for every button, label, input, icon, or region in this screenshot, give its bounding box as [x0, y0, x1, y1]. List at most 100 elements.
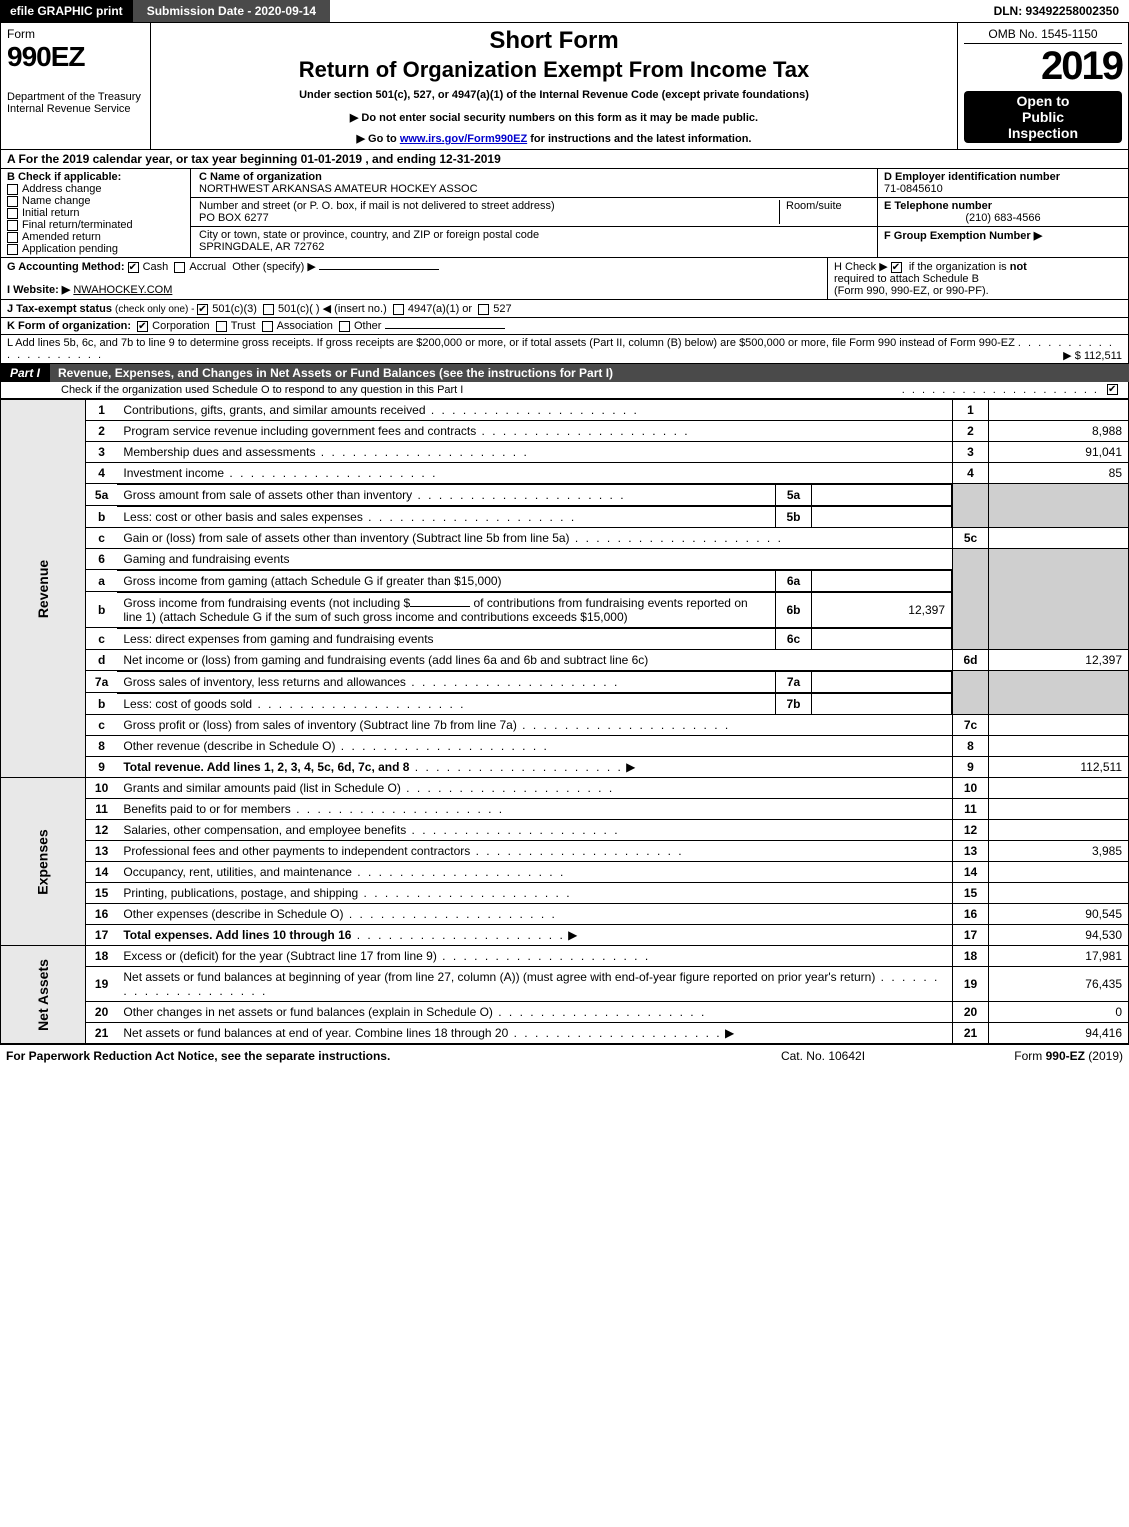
l18-r: 18	[953, 946, 989, 967]
chk-trust[interactable]	[216, 321, 227, 332]
main-table: Revenue 1 Contributions, gifts, grants, …	[0, 399, 1129, 1044]
chk-527[interactable]	[478, 304, 489, 315]
l14-n: 14	[85, 862, 117, 883]
dots-icon	[476, 424, 689, 438]
l7b-sv	[812, 694, 952, 715]
dots-icon	[252, 697, 465, 711]
l6d-r: 6d	[953, 650, 989, 671]
line-5a: 5a Gross amount from sale of assets othe…	[1, 484, 1129, 506]
chk-4947[interactable]	[393, 304, 404, 315]
chk-schedule-o[interactable]	[1107, 384, 1118, 395]
l11-n: 11	[85, 799, 117, 820]
line-12: 12 Salaries, other compensation, and emp…	[1, 820, 1129, 841]
box-b: B Check if applicable: Address change Na…	[1, 169, 191, 257]
dots-icon	[437, 949, 650, 963]
l21-v: 94,416	[989, 1023, 1129, 1044]
l13-t: Professional fees and other payments to …	[117, 841, 952, 862]
l7c-r: 7c	[953, 715, 989, 736]
spacer	[330, 0, 983, 22]
chk-pending[interactable]: Application pending	[7, 243, 184, 255]
chk-amended[interactable]: Amended return	[7, 231, 184, 243]
dots-icon	[363, 510, 576, 524]
open-l3: Inspection	[968, 125, 1118, 141]
l5a-n: 5a	[85, 484, 117, 506]
chk-accrual[interactable]	[174, 262, 185, 273]
l19-n: 19	[85, 967, 117, 1002]
j-sub: (check only one) -	[115, 304, 197, 315]
dots-icon	[224, 466, 437, 480]
l5c-t: Gain or (loss) from sale of assets other…	[117, 528, 952, 549]
l14-r: 14	[953, 862, 989, 883]
line-6d: d Net income or (loss) from gaming and f…	[1, 650, 1129, 671]
k-other-input[interactable]	[385, 328, 505, 329]
chk-final[interactable]: Final return/terminated	[7, 219, 184, 231]
irs-link[interactable]: www.irs.gov/Form990EZ	[400, 133, 527, 145]
l5a-cell: Gross amount from sale of assets other t…	[117, 484, 952, 506]
line-17: 17 Total expenses. Add lines 10 through …	[1, 925, 1129, 946]
side-exp-lbl: Expenses	[35, 829, 51, 894]
line-7c: c Gross profit or (loss) from sales of i…	[1, 715, 1129, 736]
l1-t: Contributions, gifts, grants, and simila…	[117, 400, 952, 421]
l11-v	[989, 799, 1129, 820]
efile-label: efile GRAPHIC print	[0, 0, 133, 22]
tax-year: 2019	[964, 44, 1122, 89]
l5c-v	[989, 528, 1129, 549]
l6b-t1: Gross income from fundraising events (no…	[123, 596, 410, 610]
l19-txt: Net assets or fund balances at beginning…	[123, 970, 875, 984]
phone-value: (210) 683-4566	[884, 212, 1122, 224]
form-header: Form 990EZ Department of the Treasury In…	[0, 23, 1129, 150]
f-label: F Group Exemption Number ▶	[884, 230, 1042, 242]
l7b-sn: 7b	[776, 694, 812, 715]
c-label: C Name of organization	[199, 171, 869, 183]
addr-value: PO BOX 6277	[199, 212, 779, 224]
l12-txt: Salaries, other compensation, and employ…	[123, 823, 406, 837]
line-16: 16 Other expenses (describe in Schedule …	[1, 904, 1129, 925]
grey-6	[953, 549, 989, 650]
dots-icon	[517, 718, 730, 732]
grey-5v	[989, 484, 1129, 528]
l8-txt: Other revenue (describe in Schedule O)	[123, 739, 335, 753]
dots-icon	[406, 675, 619, 689]
l9-r: 9	[953, 757, 989, 778]
h-pre: H Check ▶	[834, 261, 891, 273]
line-8: 8 Other revenue (describe in Schedule O)…	[1, 736, 1129, 757]
chk-name[interactable]: Name change	[7, 195, 184, 207]
dots-icon	[351, 928, 564, 942]
chk-corp[interactable]	[137, 321, 148, 332]
dots-icon	[343, 907, 556, 921]
chk-assoc[interactable]	[262, 321, 273, 332]
entity-block: B Check if applicable: Address change Na…	[0, 169, 1129, 258]
ftr-form: 990-EZ	[1046, 1049, 1085, 1063]
l14-v	[989, 862, 1129, 883]
l6b-blank[interactable]	[410, 606, 470, 607]
dots-icon	[315, 445, 528, 459]
line-11: 11 Benefits paid to or for members 11	[1, 799, 1129, 820]
l12-n: 12	[85, 820, 117, 841]
g-other-input[interactable]	[319, 269, 439, 270]
ftr-pre: Form	[1014, 1049, 1045, 1063]
chk-h[interactable]	[891, 262, 902, 273]
line-19: 19 Net assets or fund balances at beginn…	[1, 967, 1129, 1002]
dept-treasury: Department of the Treasury	[7, 91, 144, 103]
chk-501c3[interactable]	[197, 304, 208, 315]
l21-t: Net assets or fund balances at end of ye…	[117, 1023, 952, 1044]
l20-n: 20	[85, 1002, 117, 1023]
part1-sub-text: Check if the organization used Schedule …	[61, 384, 902, 396]
f-row: F Group Exemption Number ▶	[878, 227, 1128, 244]
website-value: NWAHOCKEY.COM	[73, 284, 172, 296]
chk-address[interactable]: Address change	[7, 183, 184, 195]
chk-initial[interactable]: Initial return	[7, 207, 184, 219]
l20-r: 20	[953, 1002, 989, 1023]
do-not-enter: ▶ Do not enter social security numbers o…	[159, 111, 949, 124]
chk-kother[interactable]	[339, 321, 350, 332]
l8-v	[989, 736, 1129, 757]
l5c-n: c	[85, 528, 117, 549]
l14-txt: Occupancy, rent, utilities, and maintena…	[123, 865, 352, 879]
l17-n: 17	[85, 925, 117, 946]
i-label: I Website: ▶	[7, 284, 70, 296]
chk-cash[interactable]	[128, 262, 139, 273]
chk-501c[interactable]	[263, 304, 274, 315]
l9-t: Total revenue. Add lines 1, 2, 3, 4, 5c,…	[117, 757, 952, 778]
l1-v	[989, 400, 1129, 421]
l7c-txt: Gross profit or (loss) from sales of inv…	[123, 718, 516, 732]
